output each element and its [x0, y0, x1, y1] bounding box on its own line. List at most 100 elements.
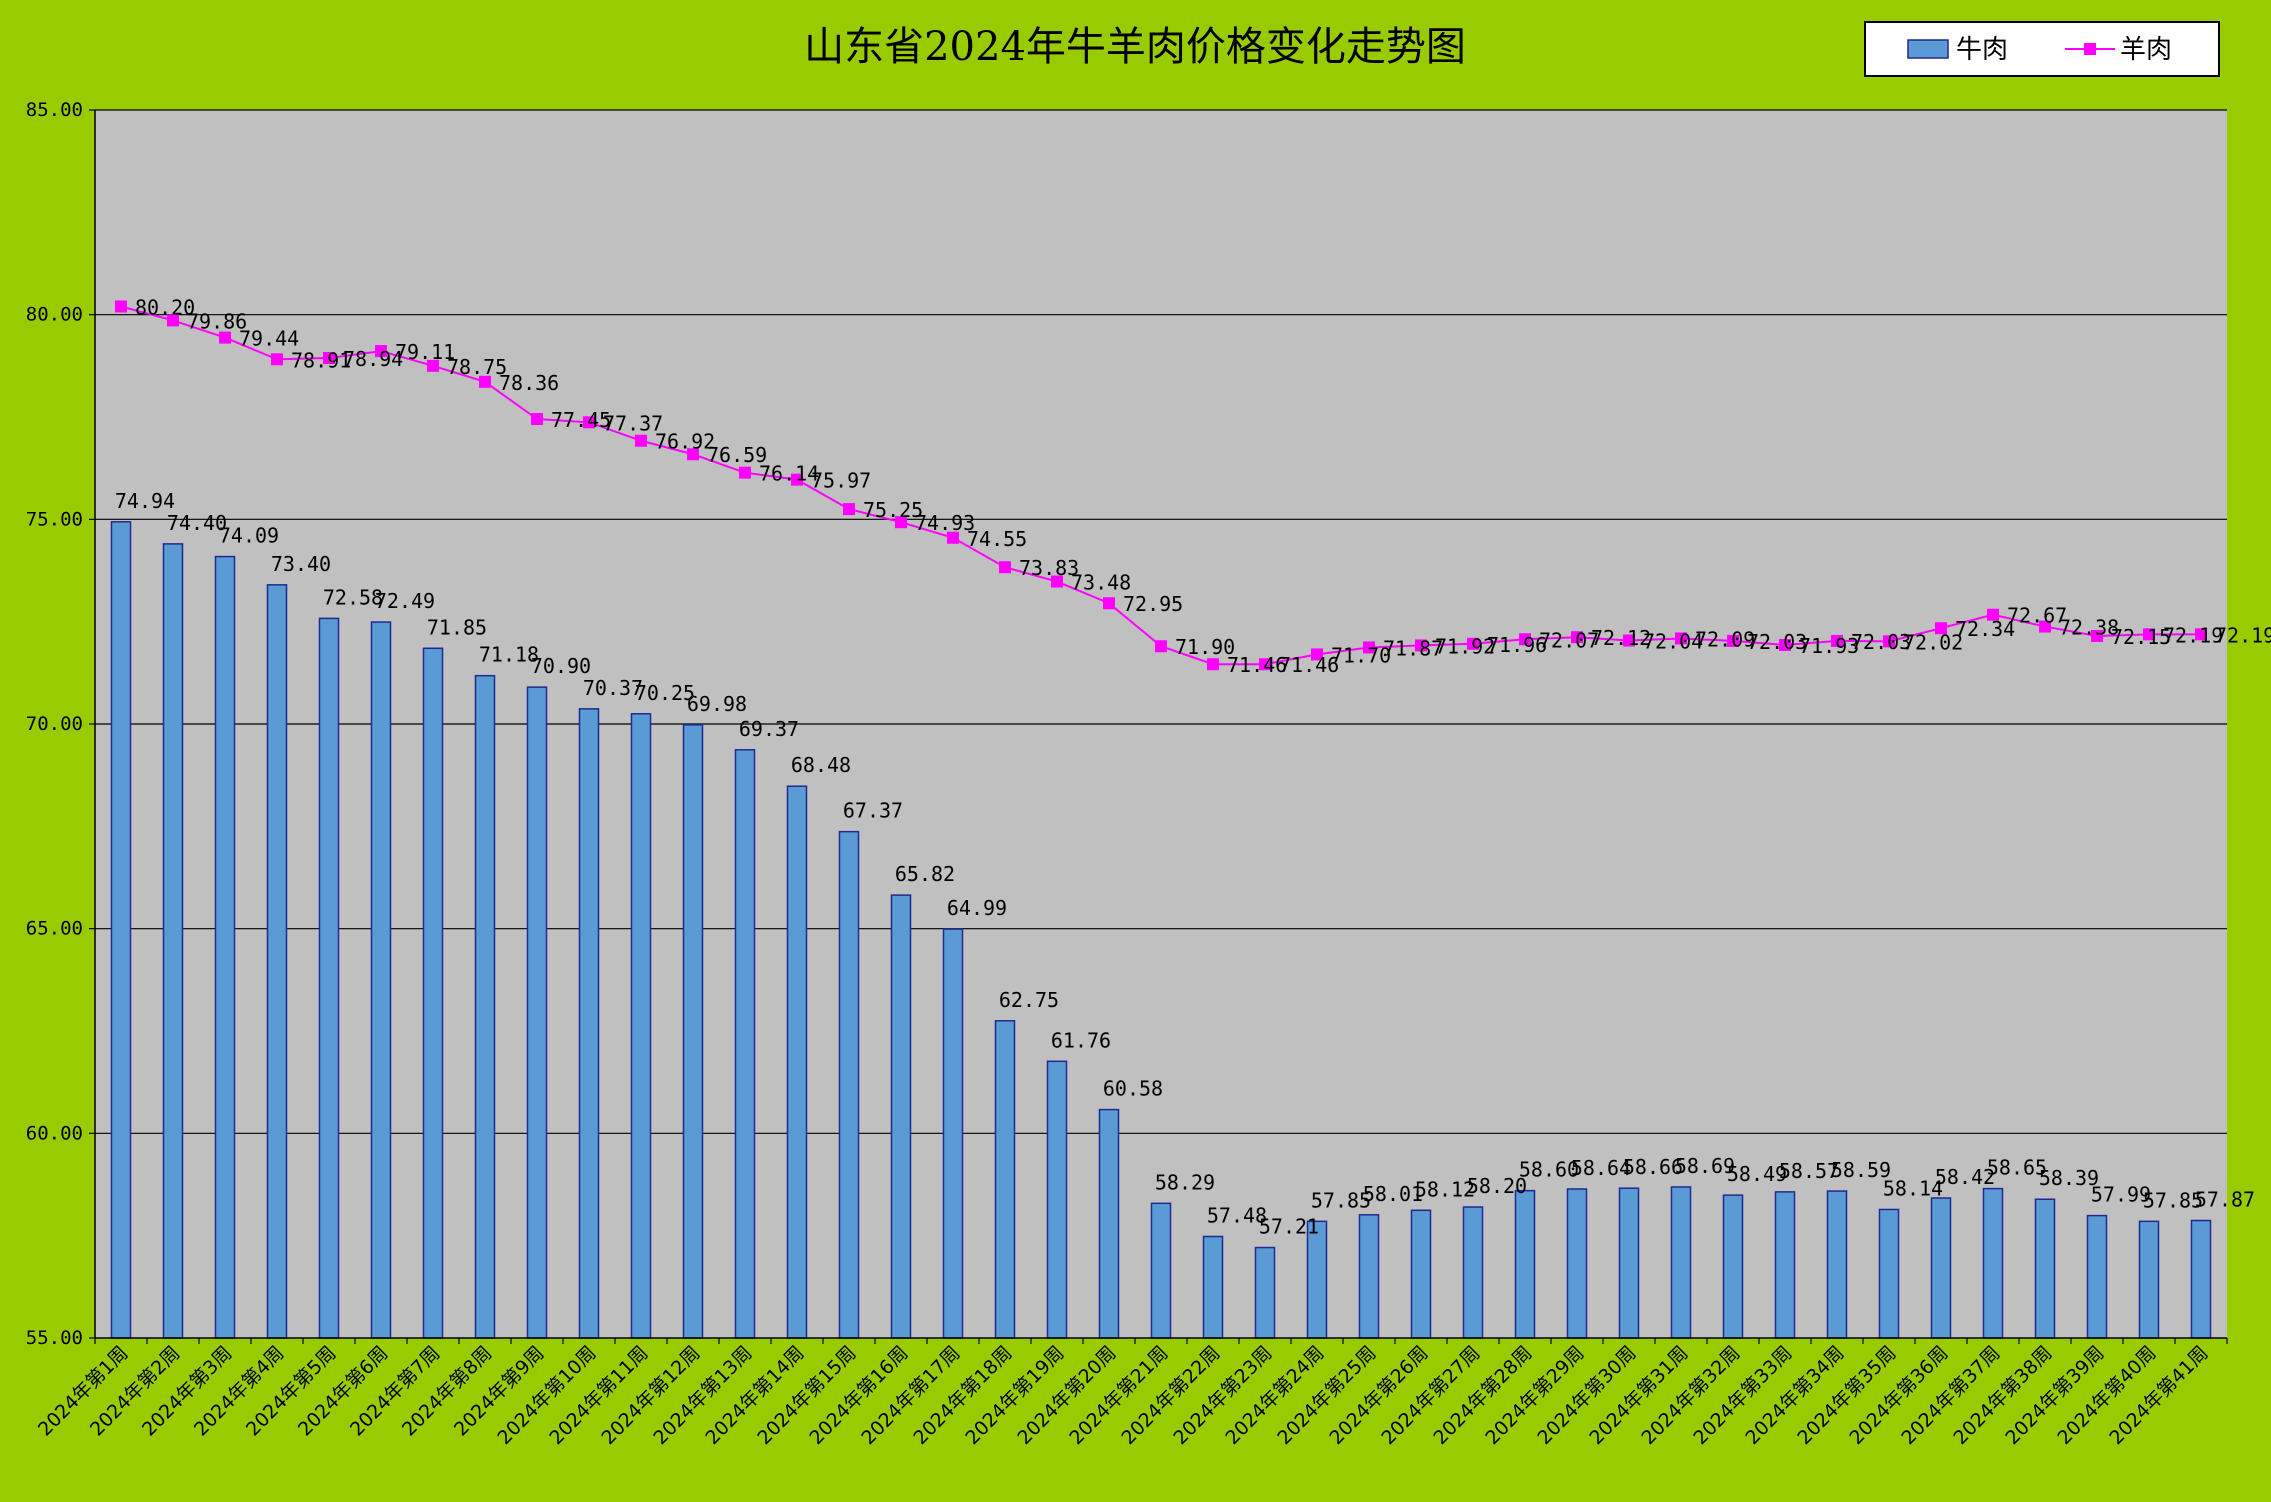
- bar: [1878, 1208, 1900, 1339]
- bar: [1826, 1190, 1848, 1339]
- line-point: [167, 314, 179, 327]
- bar-data-label: 69.37: [739, 717, 799, 741]
- line-point: [323, 352, 335, 365]
- line-data-label: 79.11: [395, 340, 455, 364]
- bar: [1410, 1209, 1432, 1339]
- bar-data-label: 74.40: [167, 511, 227, 535]
- chart-title: 山东省2024年牛羊肉价格变化走势图: [804, 24, 1466, 70]
- line-point: [271, 353, 283, 366]
- bar-data-label: 74.09: [219, 524, 279, 548]
- bar-data-label: 70.90: [531, 654, 591, 678]
- bar: [942, 928, 964, 1339]
- bar-data-label: 57.85: [1311, 1188, 1371, 1212]
- bar: [422, 647, 444, 1339]
- bar: [474, 674, 496, 1339]
- y-tick-label: 80.00: [26, 304, 83, 326]
- bar: [1306, 1220, 1328, 1339]
- line-data-label: 75.25: [863, 498, 923, 522]
- line-data-label: 72.34: [1955, 617, 2015, 641]
- line-point: [1883, 635, 1895, 648]
- y-tick-label: 75.00: [26, 508, 83, 530]
- bar-data-label: 62.75: [999, 988, 1059, 1012]
- line-data-label: 77.45: [551, 408, 611, 432]
- line-data-label: 71.90: [1175, 635, 1235, 659]
- bar-data-label: 58.29: [1155, 1170, 1215, 1194]
- line-data-label: 78.91: [291, 348, 351, 372]
- line-point: [1571, 631, 1583, 644]
- legend-label-line: 羊肉: [2120, 35, 2172, 65]
- bar: [1566, 1188, 1588, 1339]
- line-point: [2195, 628, 2207, 641]
- bar: [994, 1020, 1016, 1339]
- line-data-label: 72.38: [2059, 616, 2119, 640]
- line-point: [427, 359, 439, 372]
- line-point: [375, 345, 387, 358]
- line-data-label: 71.87: [1383, 636, 1443, 660]
- y-tick-label: 60.00: [26, 1122, 83, 1144]
- bar: [1618, 1187, 1640, 1339]
- line-data-label: 79.86: [187, 309, 247, 333]
- y-axis: 55.00 60.00 65.00 70.00 75.00 80.00 85.00: [26, 99, 95, 1349]
- line-data-label: 71.46: [1227, 653, 1287, 677]
- bar-data-label: 70.37: [583, 676, 643, 700]
- bar-data-label: 57.85: [2143, 1188, 2203, 1212]
- line-point: [739, 466, 751, 479]
- bar: [110, 521, 132, 1339]
- line-data-label: 71.93: [1799, 634, 1859, 658]
- line-point: [115, 300, 127, 313]
- line-point: [1155, 640, 1167, 653]
- bar-data-label: 58.12: [1415, 1177, 1475, 1201]
- bar: [1722, 1194, 1744, 1339]
- bar-data-label: 57.21: [1259, 1215, 1319, 1239]
- line-point: [531, 413, 543, 426]
- line-data-label: 80.20: [135, 295, 195, 319]
- bar: [1358, 1214, 1380, 1339]
- bar: [1982, 1187, 2004, 1339]
- bar-data-label: 58.69: [1675, 1154, 1735, 1178]
- bar: [1150, 1202, 1172, 1339]
- bar: [1254, 1246, 1276, 1339]
- bar: [266, 584, 288, 1339]
- bar: [1930, 1197, 1952, 1339]
- line-point: [1467, 637, 1479, 650]
- bar: [1046, 1060, 1068, 1339]
- line-data-label: 79.44: [239, 327, 299, 351]
- line-data-label: 76.14: [759, 462, 819, 486]
- line-data-label: 71.70: [1331, 643, 1391, 667]
- line-data-label: 78.75: [447, 355, 507, 379]
- bar-data-label: 65.82: [895, 862, 955, 886]
- legend-swatch-marker: [2084, 43, 2096, 55]
- line-point: [1415, 639, 1427, 652]
- line-data-label: 72.67: [2007, 604, 2067, 628]
- line-point: [791, 473, 803, 486]
- line-data-label: 72.07: [1539, 628, 1599, 652]
- line-data-label: 72.04: [1643, 629, 1703, 653]
- legend: 牛肉 羊肉: [1864, 21, 2220, 77]
- bar: [1774, 1191, 1796, 1339]
- line-point: [1051, 575, 1063, 588]
- line-point: [1103, 597, 1115, 610]
- y-tick-label: 85.00: [26, 99, 83, 121]
- line-point: [1259, 658, 1271, 671]
- line-point: [843, 503, 855, 516]
- line-point: [1675, 632, 1687, 645]
- y-tick-label: 55.00: [26, 1327, 83, 1349]
- bar: [1202, 1235, 1224, 1339]
- bar-data-label: 57.48: [1207, 1203, 1267, 1227]
- line-data-label: 77.37: [603, 411, 663, 435]
- line-data-label: 78.94: [343, 347, 403, 371]
- line-data-label: 76.59: [707, 443, 767, 467]
- line-point: [583, 416, 595, 429]
- bar: [318, 617, 340, 1339]
- bar: [1670, 1186, 1692, 1339]
- gridlines: [95, 109, 2227, 1134]
- bar: [162, 543, 184, 1339]
- line-point: [1987, 608, 1999, 621]
- bar-series: [110, 521, 2212, 1339]
- bar-data-label: 61.76: [1051, 1028, 1111, 1052]
- bar: [682, 724, 704, 1339]
- bar: [214, 555, 236, 1339]
- line-point: [947, 531, 959, 544]
